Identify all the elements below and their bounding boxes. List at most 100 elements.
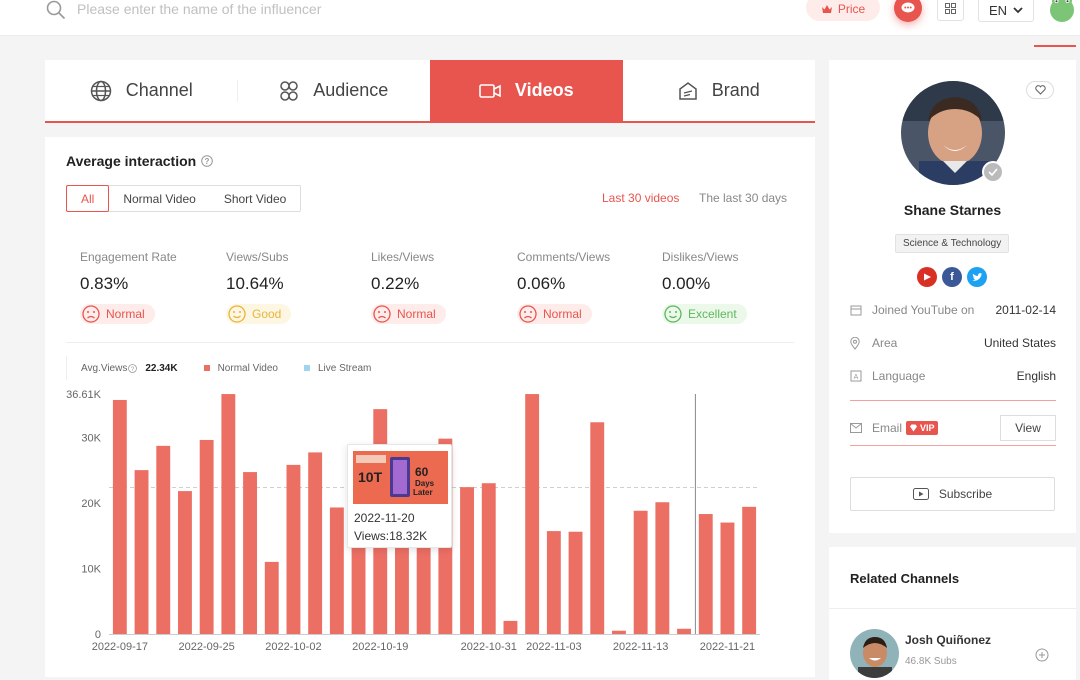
chart-bar	[178, 491, 192, 634]
tab-channel[interactable]: Channel	[45, 60, 238, 121]
add-circle-icon[interactable]	[1035, 648, 1049, 662]
metric-label: Likes/Views	[371, 250, 435, 264]
location-pin-icon	[850, 336, 864, 350]
search-icon	[46, 0, 66, 20]
help-icon[interactable]: ?	[128, 363, 138, 373]
metric-value: 0.83%	[80, 274, 129, 293]
filter-normal-video[interactable]: Normal Video	[123, 191, 196, 206]
diamond-icon	[910, 424, 918, 432]
y-tick-label: 30K	[81, 432, 101, 444]
svg-text:?: ?	[205, 157, 210, 166]
subscribe-button[interactable]: Subscribe	[850, 477, 1055, 511]
related-channel-avatar[interactable]	[850, 629, 899, 678]
rating-text: Normal	[397, 307, 436, 321]
legend-swatch-normal	[203, 365, 210, 371]
verified-badge-icon	[982, 161, 1004, 183]
messages-button[interactable]	[894, 0, 922, 22]
help-icon[interactable]: ?	[201, 155, 214, 167]
chart-bar	[568, 531, 583, 634]
social-links: f	[917, 267, 987, 287]
joined-value: 2011-02-14	[995, 303, 1057, 317]
price-button[interactable]: Price	[806, 0, 880, 21]
youtube-icon[interactable]	[917, 267, 937, 287]
language-selector[interactable]: EN	[978, 0, 1034, 22]
related-title: Related Channels	[850, 571, 960, 586]
video-thumbnail[interactable]: 10T 60 Days Later	[353, 451, 448, 504]
range-last-30-videos[interactable]: Last 30 videos	[602, 191, 680, 205]
tab-label: Channel	[125, 80, 193, 100]
related-channel-name[interactable]: Josh Quiñonez	[905, 633, 992, 647]
email-divider-bottom	[850, 445, 1056, 446]
range-last-30-days[interactable]: The last 30 days	[699, 191, 788, 205]
facebook-icon[interactable]: f	[942, 267, 962, 287]
subscribe-label: Subscribe	[938, 487, 993, 501]
chart-bar	[286, 464, 301, 634]
favorite-button[interactable]	[1026, 81, 1054, 99]
area-value: United States	[983, 336, 1056, 350]
x-tick-label: 2022-10-31	[461, 641, 517, 653]
metric-likes-views: Likes/Views 0.22% Normal	[371, 250, 511, 328]
view-email-button[interactable]: View	[1000, 415, 1056, 441]
chart-bar	[525, 394, 540, 634]
rating-text: Normal	[106, 307, 145, 321]
chart-bar	[221, 394, 236, 634]
tooltip-views: Views:18.32K	[354, 529, 428, 543]
metric-views-subs: Views/Subs 10.64% Good	[226, 250, 366, 328]
thumb-brand: 10T	[358, 469, 383, 485]
user-avatar[interactable]	[1048, 0, 1076, 22]
chart-tooltip: 10T 60 Days Later 2022-11-20 Views:18.32…	[347, 444, 452, 548]
tab-label: Videos	[514, 80, 574, 100]
language-icon: A	[850, 370, 864, 382]
language-row: A Language English	[850, 366, 1056, 386]
apps-grid-button[interactable]	[937, 0, 964, 21]
avg-views-label: Avg.Views	[81, 362, 128, 374]
metric-value: 10.64%	[226, 274, 284, 293]
related-channel-subs: 46.8K Subs	[905, 656, 957, 667]
x-tick-label: 2022-09-17	[92, 641, 148, 653]
filter-short-video[interactable]: Short Video	[223, 191, 287, 206]
legend-live-stream[interactable]: Live Stream	[317, 362, 372, 374]
y-tick-label: 10K	[81, 563, 101, 575]
mail-icon	[850, 423, 864, 433]
tab-videos[interactable]: Videos	[430, 60, 623, 121]
y-tick-label: 20K	[81, 498, 101, 510]
x-tick-label: 2022-10-19	[352, 641, 408, 653]
tab-brand[interactable]: Brand	[623, 60, 816, 121]
price-label: Price	[837, 2, 866, 16]
twitter-icon[interactable]	[967, 267, 987, 287]
avatar	[901, 81, 1005, 185]
sad-face-icon	[373, 305, 391, 323]
tab-label: Audience	[313, 80, 389, 100]
legend-normal-video[interactable]: Normal Video	[217, 362, 278, 374]
video-camera-icon	[479, 83, 501, 98]
sad-face-icon	[519, 305, 537, 323]
header-accent-line	[1034, 45, 1076, 47]
metric-label: Dislikes/Views	[662, 250, 739, 264]
metric-value: 0.00%	[662, 274, 711, 293]
chart-bar	[698, 514, 713, 634]
metric-value: 0.22%	[371, 274, 420, 293]
smile-face-icon	[664, 305, 682, 323]
chat-bubble-icon	[901, 2, 915, 13]
search-input[interactable]: Please enter the name of the influencer	[77, 1, 322, 17]
language-label: Language	[872, 369, 926, 383]
chart-bar	[308, 452, 323, 634]
audience-icon	[280, 80, 298, 101]
avg-views-value: 22.34K	[145, 362, 178, 374]
views-bar-chart: 0 10K 20K 30K 36.61K 2022-09-17 2022-09-25 2022…	[66, 389, 760, 653]
chart-bar	[481, 483, 496, 634]
sad-face-icon	[82, 305, 100, 323]
vip-text: VIP	[920, 423, 935, 433]
email-divider-top	[850, 400, 1056, 401]
rating-badge: Good	[226, 304, 292, 324]
category-tag[interactable]: Science & Technology	[895, 234, 1010, 253]
filter-all[interactable]: All	[66, 185, 110, 212]
svg-text:?: ?	[131, 366, 135, 372]
tab-audience[interactable]: Audience	[238, 60, 431, 121]
x-tick-label: 2022-11-21	[700, 641, 755, 653]
chart-bar	[134, 470, 149, 634]
chart-bar	[633, 510, 648, 634]
related-channels-card: Related Channels Josh Quiñonez 46.8K Sub…	[829, 547, 1076, 680]
x-tick-label: 2022-11-13	[613, 641, 668, 653]
chart-bar	[546, 531, 561, 634]
